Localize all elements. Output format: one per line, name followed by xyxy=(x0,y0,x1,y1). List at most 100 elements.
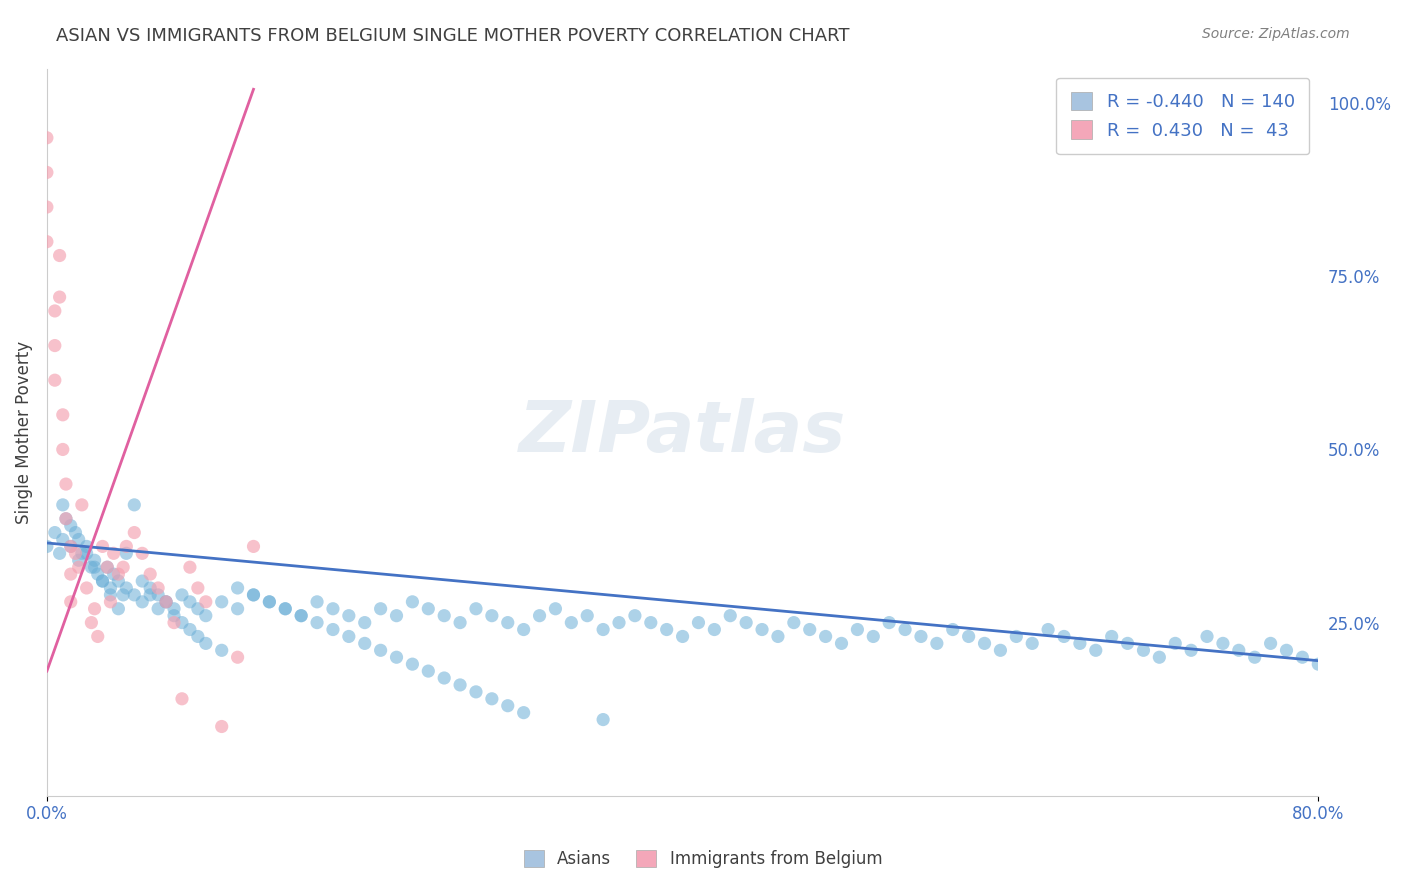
Point xyxy=(1164,636,1187,650)
Point xyxy=(766,630,789,644)
Point xyxy=(35,165,58,179)
Point xyxy=(274,601,297,615)
Point xyxy=(91,540,114,554)
Point xyxy=(211,719,233,733)
Point xyxy=(67,560,90,574)
Point xyxy=(226,650,249,665)
Point xyxy=(655,623,678,637)
Point xyxy=(194,595,217,609)
Point xyxy=(1308,657,1330,672)
Point xyxy=(155,595,177,609)
Point xyxy=(115,540,138,554)
Point xyxy=(131,546,153,560)
Point xyxy=(1275,643,1298,657)
Point xyxy=(211,595,233,609)
Point xyxy=(226,601,249,615)
Point xyxy=(307,595,329,609)
Point xyxy=(48,546,70,560)
Point xyxy=(80,560,103,574)
Point xyxy=(163,601,186,615)
Point xyxy=(115,581,138,595)
Point xyxy=(465,685,488,699)
Point xyxy=(290,608,312,623)
Point xyxy=(274,601,297,615)
Point xyxy=(1053,630,1076,644)
Point xyxy=(100,595,122,609)
Point xyxy=(83,553,105,567)
Point xyxy=(576,608,599,623)
Point xyxy=(1180,643,1202,657)
Point xyxy=(55,512,77,526)
Point xyxy=(70,546,93,560)
Point xyxy=(259,595,281,609)
Point xyxy=(170,615,193,630)
Point xyxy=(115,546,138,560)
Point xyxy=(55,512,77,526)
Point xyxy=(592,713,614,727)
Point xyxy=(87,567,110,582)
Point xyxy=(76,581,98,595)
Point xyxy=(179,595,201,609)
Point xyxy=(1069,636,1091,650)
Point xyxy=(242,588,264,602)
Point xyxy=(44,373,66,387)
Point xyxy=(100,581,122,595)
Point xyxy=(124,525,146,540)
Point xyxy=(607,615,630,630)
Point xyxy=(496,698,519,713)
Point xyxy=(401,657,423,672)
Point xyxy=(1291,650,1313,665)
Point xyxy=(783,615,806,630)
Point xyxy=(307,615,329,630)
Point xyxy=(187,630,209,644)
Point xyxy=(718,608,741,623)
Point xyxy=(1101,630,1123,644)
Point xyxy=(433,608,456,623)
Point xyxy=(146,588,169,602)
Y-axis label: Single Mother Poverty: Single Mother Poverty xyxy=(15,341,32,524)
Point xyxy=(131,595,153,609)
Point xyxy=(877,615,900,630)
Point xyxy=(44,338,66,352)
Point xyxy=(211,643,233,657)
Point xyxy=(35,540,58,554)
Point xyxy=(59,595,82,609)
Point xyxy=(1149,650,1171,665)
Point xyxy=(322,623,344,637)
Point xyxy=(59,540,82,554)
Point xyxy=(242,588,264,602)
Point xyxy=(640,615,662,630)
Point xyxy=(831,636,853,650)
Point xyxy=(512,623,534,637)
Point xyxy=(35,130,58,145)
Point xyxy=(449,615,471,630)
Point xyxy=(170,588,193,602)
Point xyxy=(87,630,110,644)
Point xyxy=(385,650,408,665)
Point xyxy=(59,518,82,533)
Point xyxy=(163,615,186,630)
Point xyxy=(48,248,70,262)
Point xyxy=(194,636,217,650)
Point xyxy=(170,691,193,706)
Point xyxy=(146,601,169,615)
Point xyxy=(76,546,98,560)
Point xyxy=(65,525,87,540)
Point xyxy=(1195,630,1218,644)
Point xyxy=(59,567,82,582)
Point xyxy=(155,595,177,609)
Point xyxy=(226,581,249,595)
Point xyxy=(385,608,408,623)
Point xyxy=(751,623,773,637)
Point xyxy=(624,608,647,623)
Point xyxy=(735,615,758,630)
Point xyxy=(52,442,75,457)
Point xyxy=(146,581,169,595)
Point xyxy=(481,691,503,706)
Point xyxy=(449,678,471,692)
Point xyxy=(401,595,423,609)
Point xyxy=(194,608,217,623)
Point xyxy=(187,601,209,615)
Point xyxy=(846,623,869,637)
Point xyxy=(59,540,82,554)
